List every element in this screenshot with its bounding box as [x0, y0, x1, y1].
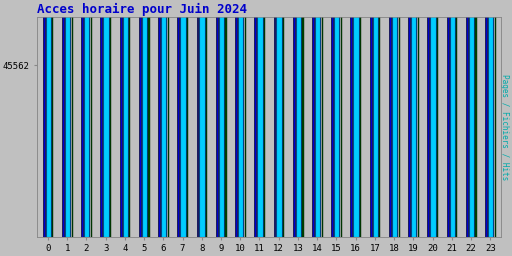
Bar: [495, 0, 496, 237]
Bar: [168, 0, 169, 237]
Bar: [216, 0, 218, 237]
Bar: [293, 0, 295, 237]
Bar: [315, 0, 321, 237]
Bar: [42, 0, 45, 237]
Y-axis label: Pages / Fichiers / Hits: Pages / Fichiers / Hits: [500, 74, 509, 180]
Bar: [142, 0, 147, 237]
Bar: [225, 0, 227, 237]
Bar: [100, 0, 102, 237]
Bar: [254, 0, 256, 237]
Bar: [200, 0, 205, 237]
Bar: [437, 0, 438, 237]
Bar: [148, 0, 150, 237]
Bar: [430, 0, 436, 237]
Bar: [139, 0, 141, 237]
Bar: [103, 0, 109, 237]
Bar: [334, 0, 339, 237]
Bar: [466, 0, 468, 237]
Bar: [81, 0, 83, 237]
Bar: [84, 0, 90, 237]
Bar: [65, 0, 70, 237]
Bar: [180, 0, 186, 237]
Bar: [276, 0, 282, 237]
Bar: [129, 0, 131, 237]
Bar: [446, 0, 449, 237]
Bar: [295, 0, 301, 237]
Bar: [206, 0, 207, 237]
Bar: [456, 0, 457, 237]
Bar: [62, 0, 64, 237]
Bar: [360, 0, 361, 237]
Bar: [91, 0, 92, 237]
Text: Acces horaire pour Juin 2024: Acces horaire pour Juin 2024: [37, 3, 247, 16]
Bar: [379, 0, 380, 237]
Bar: [469, 0, 474, 237]
Bar: [408, 0, 410, 237]
Bar: [418, 0, 419, 237]
Bar: [353, 0, 359, 237]
Bar: [110, 0, 111, 237]
Bar: [341, 0, 342, 237]
Bar: [303, 0, 304, 237]
Bar: [428, 0, 430, 237]
Bar: [264, 0, 265, 237]
Bar: [392, 0, 397, 237]
Bar: [46, 0, 51, 237]
Bar: [331, 0, 333, 237]
Bar: [370, 0, 372, 237]
Bar: [72, 0, 73, 237]
Bar: [450, 0, 455, 237]
Bar: [476, 0, 477, 237]
Bar: [187, 0, 188, 237]
Bar: [122, 0, 128, 237]
Bar: [197, 0, 199, 237]
Bar: [219, 0, 224, 237]
Bar: [411, 0, 416, 237]
Bar: [398, 0, 400, 237]
Bar: [257, 0, 263, 237]
Bar: [245, 0, 246, 237]
Bar: [161, 0, 166, 237]
Bar: [235, 0, 237, 237]
Bar: [488, 0, 494, 237]
Bar: [52, 0, 53, 237]
Bar: [373, 0, 378, 237]
Bar: [312, 0, 314, 237]
Bar: [177, 0, 179, 237]
Bar: [120, 0, 121, 237]
Bar: [389, 0, 391, 237]
Bar: [283, 0, 284, 237]
Bar: [322, 0, 323, 237]
Bar: [273, 0, 275, 237]
Bar: [350, 0, 352, 237]
Bar: [158, 0, 160, 237]
Bar: [238, 0, 243, 237]
Bar: [485, 0, 487, 237]
